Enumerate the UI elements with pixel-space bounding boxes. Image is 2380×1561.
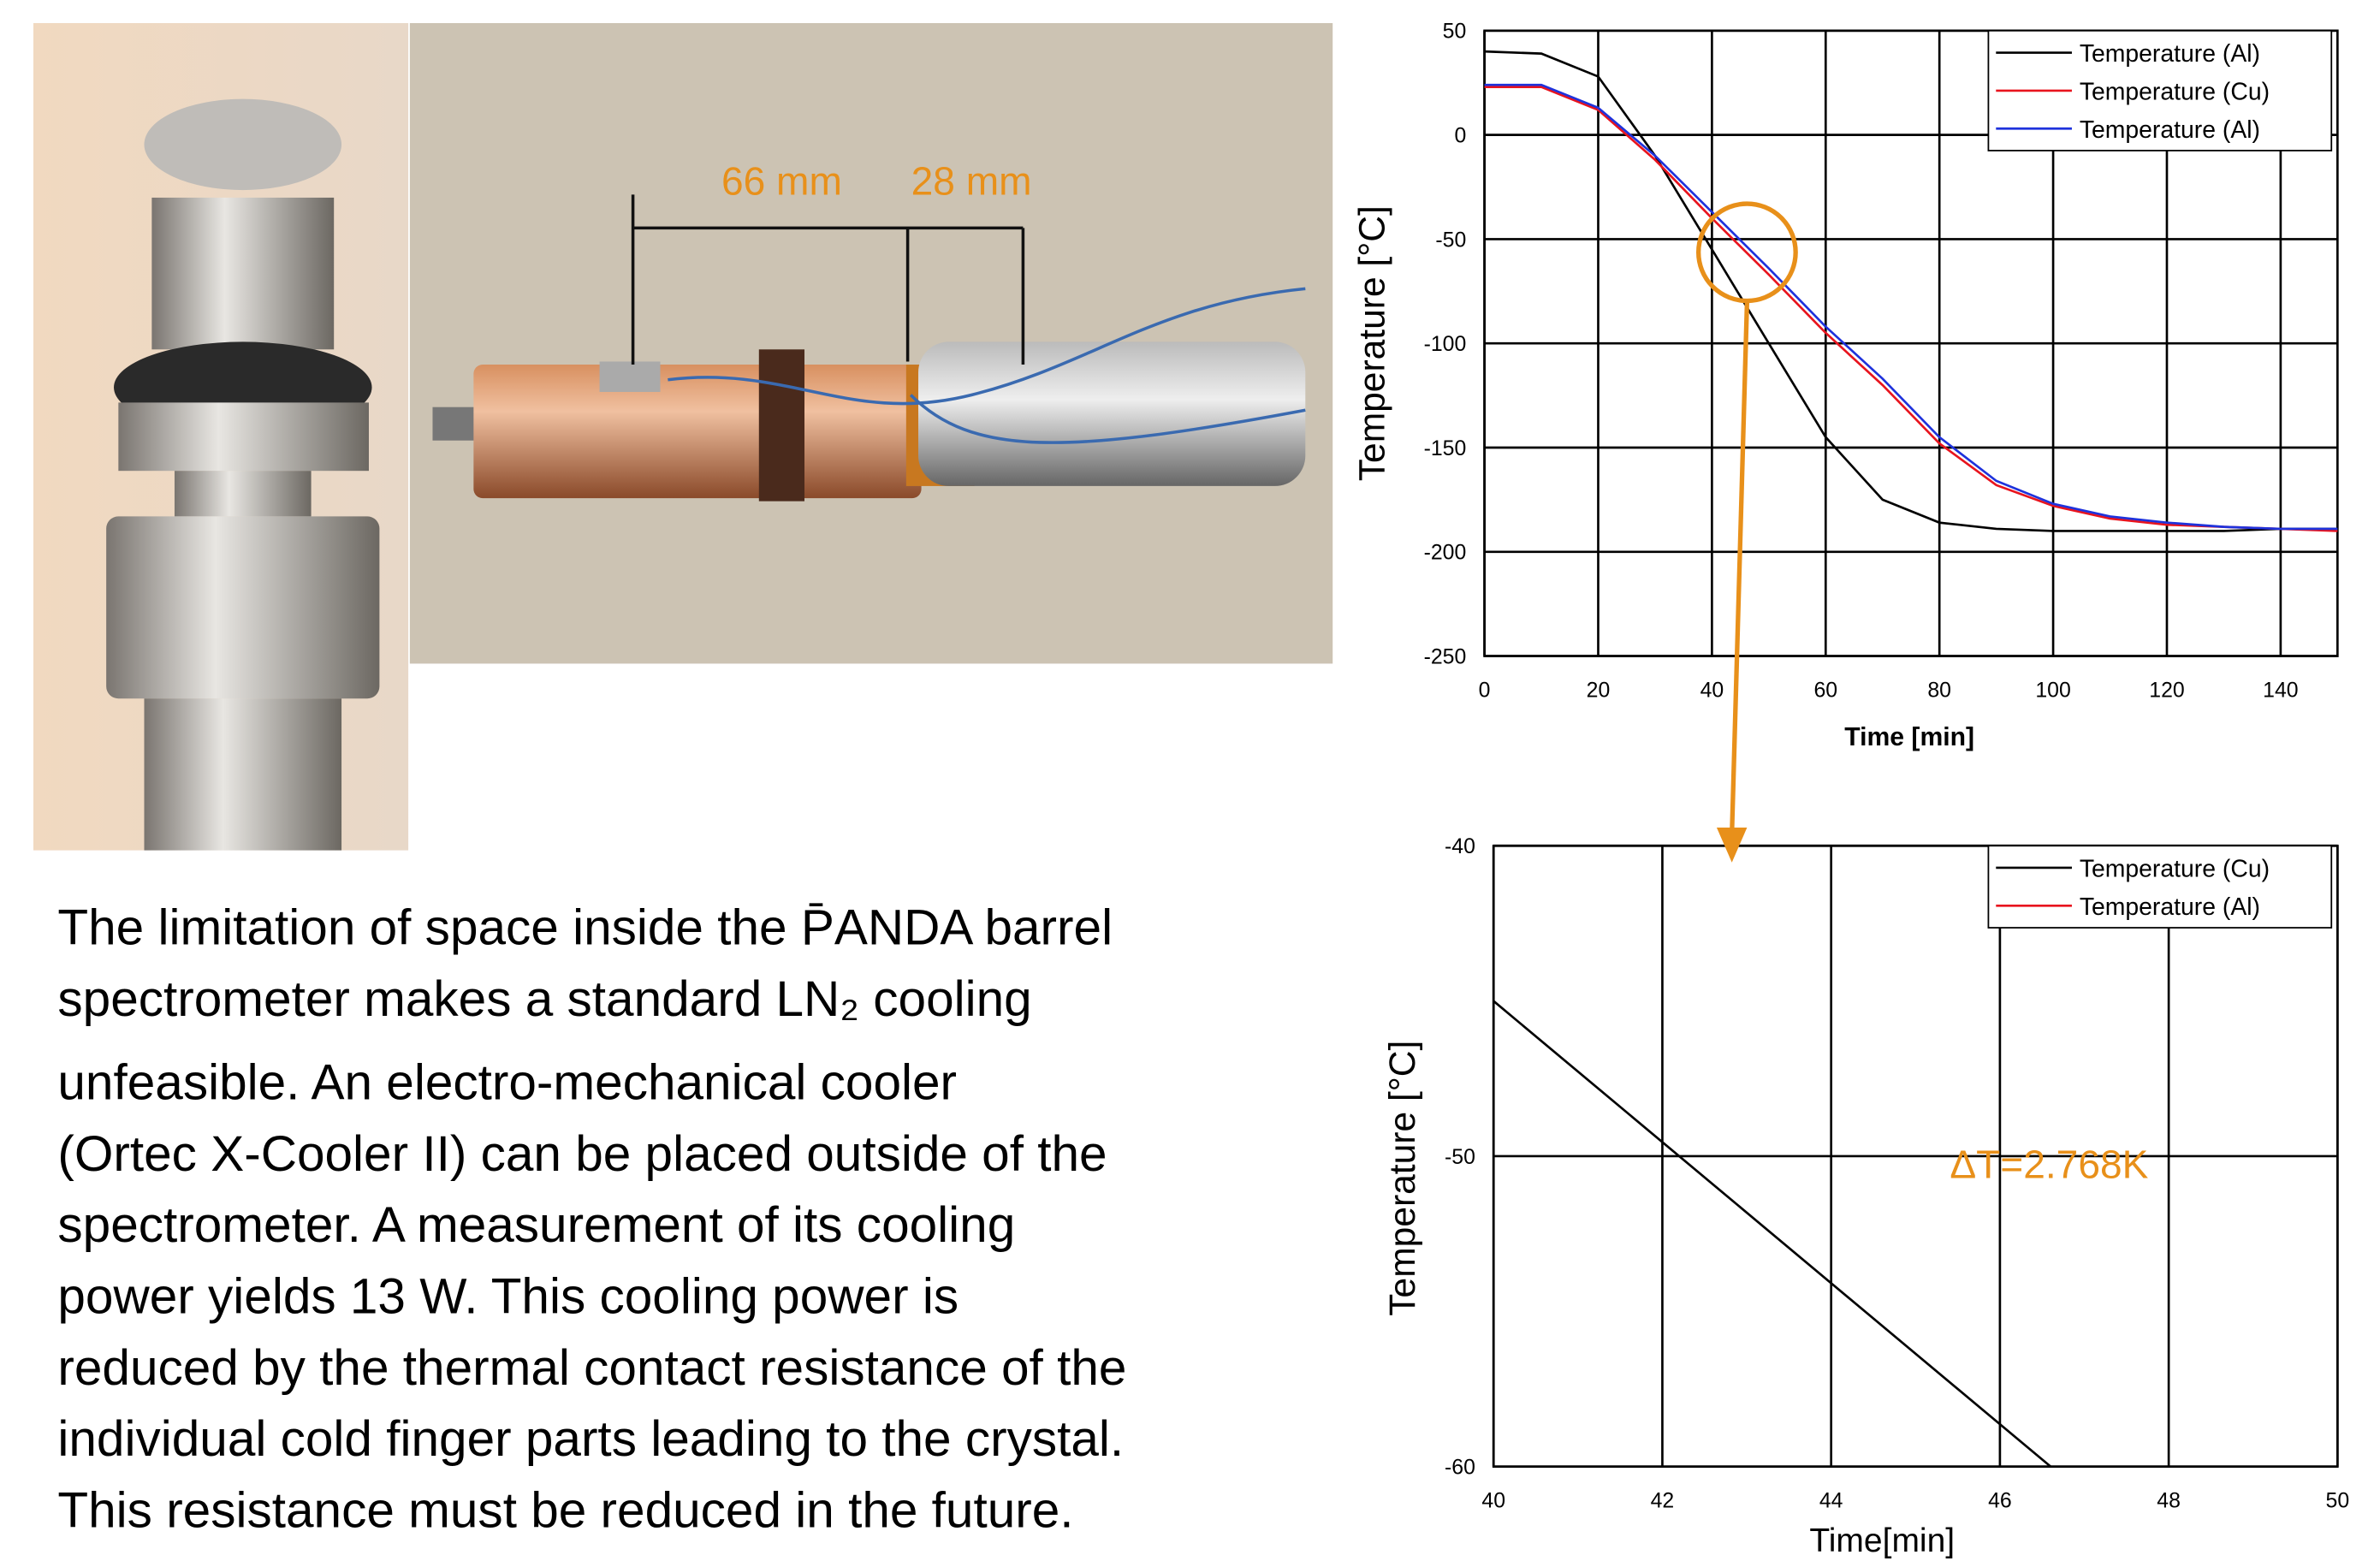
paragraph-line: The limitation of space inside the P̄AND… bbox=[57, 900, 1113, 956]
x-axis-label: Time [min] bbox=[1844, 723, 1974, 751]
x-tick-label: 42 bbox=[1651, 1490, 1675, 1513]
x-tick-label: 120 bbox=[2149, 679, 2184, 702]
dimension-label: 66 mm bbox=[721, 158, 842, 203]
x-tick-label: 0 bbox=[1479, 679, 1491, 702]
y-tick-label: -200 bbox=[1424, 542, 1467, 565]
y-tick-label: -150 bbox=[1424, 437, 1467, 460]
y-tick-label: -50 bbox=[1445, 1146, 1475, 1169]
x-tick-label: 40 bbox=[1700, 679, 1724, 702]
paragraph-line: spectrometer makes a standard LN₂ coolin… bbox=[57, 971, 1031, 1027]
photo-cold-finger: 66 mm 28 mm bbox=[410, 23, 1332, 663]
y-tick-label: -50 bbox=[1435, 229, 1466, 252]
x-tick-label: 46 bbox=[1988, 1490, 2012, 1513]
x-tick-label: 100 bbox=[2035, 679, 2070, 702]
x-axis-label: Time[min] bbox=[1809, 1522, 1955, 1559]
annotation: ΔT=2.768K bbox=[1950, 1143, 2148, 1187]
x-tick-label: 60 bbox=[1813, 679, 1837, 702]
y-tick-label: -60 bbox=[1445, 1457, 1475, 1480]
paragraph-line: unfeasible. An electro-mechanical cooler bbox=[57, 1054, 957, 1110]
legend-label: Temperature (Cu) bbox=[2080, 79, 2270, 106]
x-tick-label: 20 bbox=[1587, 679, 1611, 702]
paragraph-line: power yields 13 W. This cooling power is bbox=[57, 1269, 959, 1325]
legend-label: Temperature (Cu) bbox=[2080, 856, 2270, 883]
y-tick-label: 50 bbox=[1443, 21, 1467, 44]
chart-zoom: -60 -50 -40 40 42 44 46 48 50 Time[min] Temperatur… bbox=[1382, 835, 2349, 1559]
y-axis-label: Temperature [°C] bbox=[1382, 1041, 1423, 1316]
y-axis-label: Temperature [°C] bbox=[1352, 205, 1393, 481]
dimension-label: 28 mm bbox=[911, 158, 1032, 203]
x-tick-label: 80 bbox=[1927, 679, 1951, 702]
x-tick-label: 50 bbox=[2326, 1490, 2350, 1513]
y-tick-label: 0 bbox=[1454, 124, 1466, 147]
paragraph-line: This resistance must be reduced in the f… bbox=[57, 1483, 1073, 1539]
y-tick-label: -40 bbox=[1445, 835, 1475, 858]
legend-label: Temperature (Al) bbox=[2080, 40, 2260, 68]
chart-cooldown: -250 -200 -150 -100 -50 0 50 0 20 40 60 80 100 120 140… bbox=[1352, 21, 2338, 751]
y-tick-label: -100 bbox=[1424, 333, 1467, 356]
y-tick-label: -250 bbox=[1424, 645, 1467, 668]
x-tick-label: 40 bbox=[1481, 1490, 1505, 1513]
paragraph-line: individual cold finger parts leading to … bbox=[57, 1411, 1124, 1467]
paragraph-line: reduced by the thermal contact resistanc… bbox=[57, 1340, 1126, 1396]
page: 66 mm 28 mm The limitation of space insi… bbox=[0, 0, 2380, 1561]
x-tick-label: 44 bbox=[1819, 1490, 1843, 1513]
paragraph-line: spectrometer. A measurement of its cooli… bbox=[57, 1197, 1015, 1253]
photo-cooler bbox=[33, 23, 408, 851]
legend-label: Temperature (Al) bbox=[2080, 893, 2260, 921]
x-tick-label: 48 bbox=[2157, 1490, 2181, 1513]
legend-label: Temperature (Al) bbox=[2080, 116, 2260, 144]
paragraph: The limitation of space inside the P̄AND… bbox=[57, 900, 1126, 1539]
paragraph-line: (Ortec X-Cooler II) can be placed outsid… bbox=[57, 1126, 1107, 1182]
x-tick-label: 140 bbox=[2263, 679, 2298, 702]
